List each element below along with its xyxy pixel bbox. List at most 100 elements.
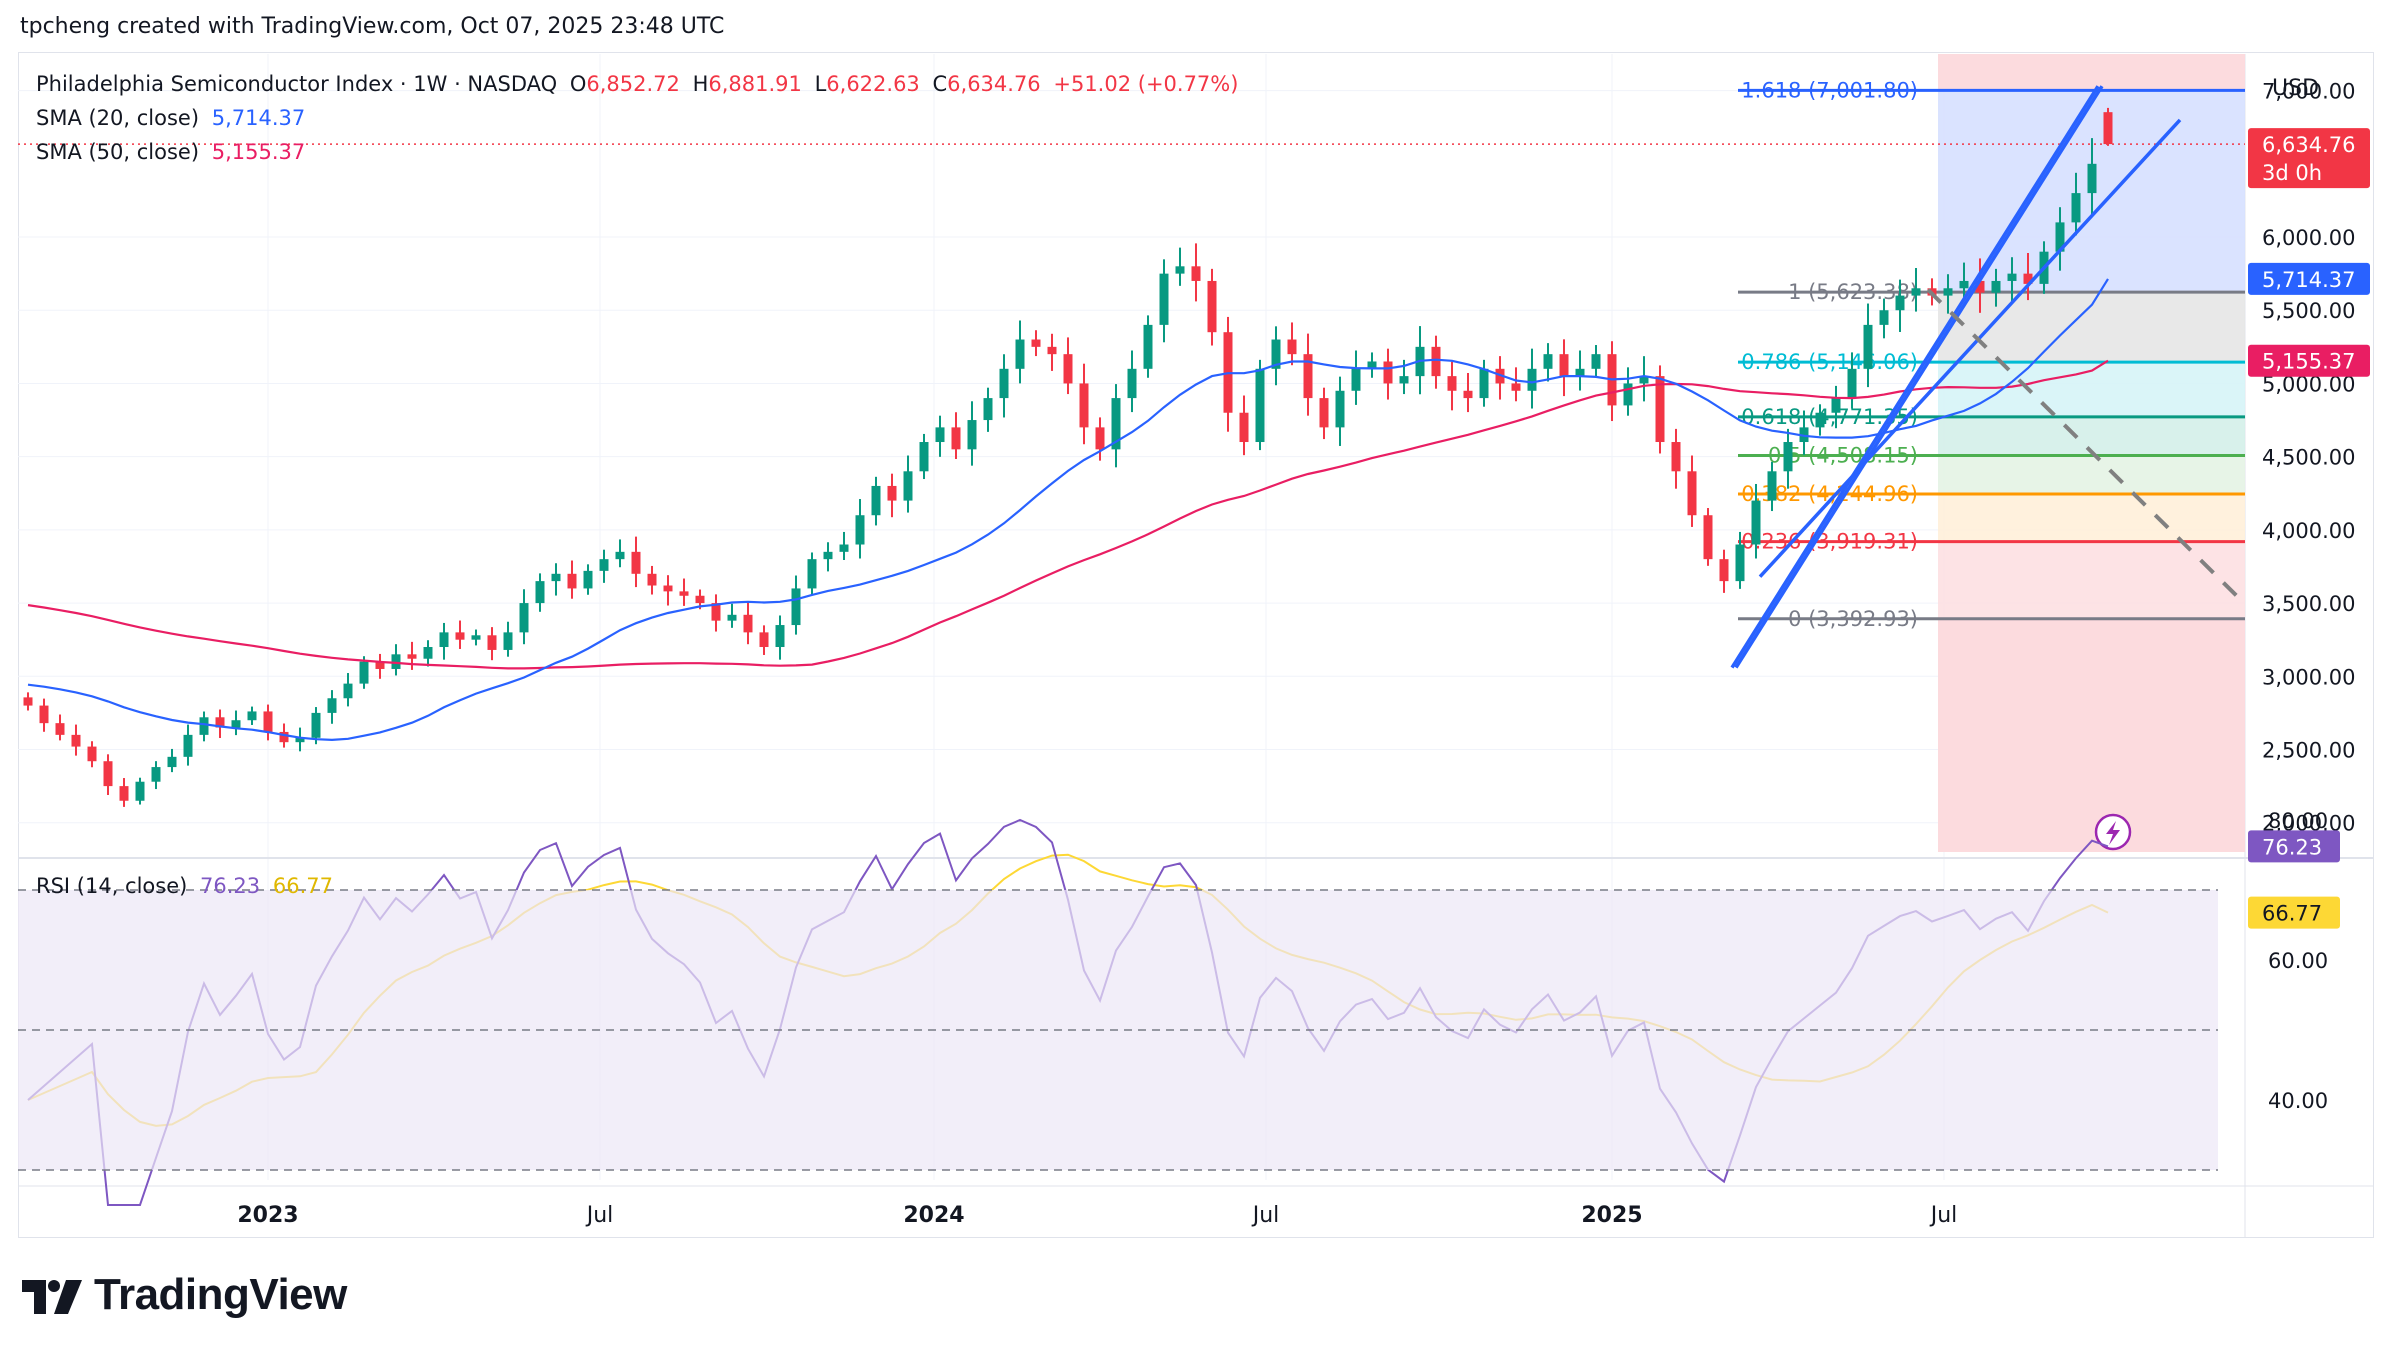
rsi-value-tag-text: 76.23: [2262, 835, 2322, 859]
candle-body: [295, 737, 305, 743]
sma20-line: [27, 278, 2109, 742]
candle-body: [327, 698, 337, 713]
candle-body: [1031, 339, 1041, 347]
chart-header: tpcheng created with TradingView.com, Oc…: [20, 14, 725, 39]
fib-zone-bottom: [1938, 618, 2245, 852]
candle-body: [1735, 544, 1745, 582]
rsi-label: RSI (14, close): [36, 874, 188, 898]
candle-body: [103, 761, 113, 787]
low-value: 6,622.63: [826, 72, 920, 96]
candle-body: [983, 398, 993, 421]
candle-body: [1239, 412, 1249, 443]
candle-body: [215, 717, 225, 728]
candle-body: [1543, 354, 1553, 369]
candle-body: [1127, 368, 1137, 399]
candle-body: [1047, 346, 1057, 355]
candle-body: [1623, 383, 1633, 406]
candle-body: [1655, 376, 1665, 443]
sma20-label: SMA (20, close): [36, 106, 200, 130]
candle-body: [1847, 368, 1857, 399]
candle-body: [1351, 368, 1361, 391]
candle-body: [1639, 376, 1649, 384]
fib-zone: [1938, 494, 2245, 542]
candle-body: [919, 442, 929, 472]
price-tick-label: 5,500.00: [2262, 299, 2356, 323]
high-value: 6,881.91: [708, 72, 802, 96]
sma20-price-tag-bg: [2248, 262, 2370, 295]
candle-body: [231, 720, 241, 728]
candle-body: [1527, 368, 1537, 391]
candle-body: [119, 786, 129, 801]
time-axis-label: 2023: [237, 1203, 298, 1228]
candle-body: [807, 559, 817, 589]
last-price-tag-bg: [2248, 128, 2370, 189]
candle-body: [1559, 354, 1569, 377]
candle-body: [2087, 163, 2097, 194]
candle-body: [1751, 500, 1761, 545]
candle-body: [535, 581, 545, 604]
fib-level-label: 1.618 (7,001.80): [1741, 78, 1918, 102]
candle-body: [887, 485, 897, 501]
candle-body: [343, 683, 353, 699]
fib-zone: [1938, 292, 2245, 363]
chart-frame: [18, 52, 2374, 1238]
candle-body: [199, 717, 209, 735]
candle-body: [151, 767, 161, 782]
candle-body: [1271, 339, 1281, 369]
close-value: 6,634.76: [947, 72, 1041, 96]
candle-body: [2023, 273, 2033, 284]
rsi-legend: RSI (14, close) 76.23 66.77: [36, 874, 339, 898]
open-label: O: [569, 72, 587, 96]
candle-body: [1175, 266, 1185, 274]
rsi-ma-value-tag-text: 66.77: [2262, 902, 2322, 926]
candle-body: [1975, 280, 1985, 293]
price-tick-label: 2,500.00: [2262, 739, 2356, 763]
candle-body: [1479, 368, 1489, 399]
sma50-line: [27, 359, 2109, 670]
ohlc-legend: Philadelphia Semiconductor Index · 1W · …: [36, 72, 1244, 96]
candle-body: [855, 515, 865, 545]
price-tick-label: 4,000.00: [2262, 519, 2356, 543]
fib-level-label: 0.786 (5,146.06): [1741, 350, 1918, 374]
candle-body: [967, 420, 977, 450]
candle-body: [2007, 273, 2017, 281]
candle-body: [999, 368, 1009, 399]
candle-body: [823, 551, 833, 560]
fib-level-label: 0 (3,392.93): [1788, 607, 1918, 631]
candle-body: [711, 603, 721, 621]
candle-body: [2055, 222, 2065, 252]
candle-body: [1143, 324, 1153, 369]
candle-body: [1911, 288, 1921, 296]
candle-body: [663, 585, 673, 592]
candle-body: [695, 595, 705, 604]
sma20-price-tag-text: 5,714.37: [2262, 268, 2356, 292]
candle-body: [1591, 354, 1601, 369]
time-axis-label: Jul: [1251, 1203, 1280, 1228]
candle-body: [1463, 390, 1473, 399]
candle-body: [1863, 324, 1873, 369]
candle-body: [2103, 112, 2113, 145]
close-label: C: [932, 72, 948, 96]
candle-body: [1719, 559, 1729, 582]
candle-body: [1671, 442, 1681, 472]
channel-lower-line: [1730, 85, 2100, 669]
projection-dashed-line: [1926, 288, 2246, 605]
candle-body: [135, 781, 145, 801]
price-tick-label: 7,000.00: [2262, 80, 2356, 104]
candle-body: [423, 647, 433, 659]
rsi-ma-value: 66.77: [272, 874, 333, 898]
rsi-tick-label: 80.00: [2268, 809, 2328, 833]
candle-body: [1575, 368, 1585, 377]
candle-body: [791, 588, 801, 626]
candle-body: [471, 635, 481, 640]
candle-body: [1959, 280, 1969, 289]
candle-body: [759, 632, 769, 648]
candle-body: [263, 711, 273, 732]
fib-zone: [1938, 541, 2245, 619]
candle-body: [615, 551, 625, 560]
candle-body: [279, 731, 289, 743]
price-tick-label: 4,500.00: [2262, 446, 2356, 470]
sma50-legend: SMA (50, close) 5,155.37: [36, 140, 311, 164]
rsi-tick-label: 60.00: [2268, 949, 2328, 973]
